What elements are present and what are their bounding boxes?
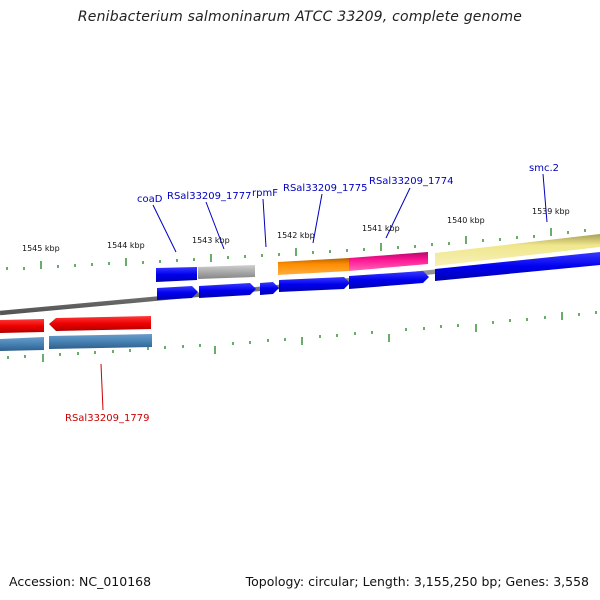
tick-label-1540: 1540 kbp	[447, 216, 485, 225]
leader-rpmF	[262, 198, 267, 248]
forward-gene-labels: coaD RSal33209_1777 rpmF RSal33209_1775 …	[137, 163, 559, 205]
leader-RSal33209_1777	[205, 201, 225, 250]
tick-label-1542: 1542 kbp	[277, 231, 315, 240]
cds-RSal33209_1775[interactable]	[279, 277, 350, 292]
map-title: Renibacterium salmoninarum ATCC 33209, c…	[77, 9, 523, 25]
gene-label-RSal33209_1777[interactable]: RSal33209_1777	[167, 191, 251, 202]
tick-labels: 1545 kbp 1544 kbp 1543 kbp 1542 kbp 1541…	[22, 207, 570, 253]
tick-label-1544: 1544 kbp	[107, 241, 145, 250]
feature-RSal33209_1774-pink[interactable]	[349, 252, 428, 271]
gene-label-coaD[interactable]: coaD	[137, 194, 163, 205]
genome-summary-text: Topology: circular; Length: 3,155,250 bp…	[245, 574, 589, 589]
leader-smc2	[542, 173, 548, 223]
tick-label-1539: 1539 kbp	[532, 207, 570, 216]
gene-label-smc2[interactable]: smc.2	[529, 163, 559, 174]
feature-RSal33209_1779-red[interactable]	[49, 316, 151, 331]
cds-RSal33209_1777[interactable]	[199, 283, 256, 298]
feature-RSal33209_1775-orange[interactable]	[278, 258, 349, 275]
tick-label-1545: 1545 kbp	[22, 244, 60, 253]
cds-rpmF[interactable]	[260, 282, 279, 295]
leader-RSal33209_1779	[100, 363, 104, 411]
cds-RSal33209_1774[interactable]	[349, 271, 429, 289]
leader-RSal33209_1774	[385, 187, 411, 239]
gene-label-RSal33209_1774[interactable]: RSal33209_1774	[369, 176, 453, 187]
feature-smc2-khaki[interactable]	[435, 234, 600, 266]
accession-text: Accession: NC_010168	[9, 574, 152, 589]
leader-coaD	[152, 204, 177, 253]
gene-label-rpmF[interactable]: rpmF	[252, 188, 278, 199]
forward-feature-row	[156, 234, 600, 282]
feature-coaD[interactable]	[156, 267, 197, 282]
tick-label-1541: 1541 kbp	[362, 224, 400, 233]
forward-label-leaders	[152, 173, 548, 253]
tick-label-1543: 1543 kbp	[192, 236, 230, 245]
forward-cds-row	[157, 252, 600, 300]
gene-label-RSal33209_1779[interactable]: RSal33209_1779	[65, 413, 149, 424]
cds-RSal33209_1779[interactable]	[49, 334, 152, 349]
gene-label-RSal33209_1775[interactable]: RSal33209_1775	[283, 183, 367, 194]
feature-reverse-red-left[interactable]	[0, 319, 44, 333]
inner-tick-marks	[7, 311, 597, 362]
cds-coaD[interactable]	[157, 286, 198, 300]
outer-tick-marks	[6, 228, 586, 270]
feature-RSal33209_1777-pseudo[interactable]	[198, 265, 255, 279]
cds-smc2[interactable]	[435, 252, 600, 281]
leader-RSal33209_1775	[312, 193, 323, 244]
reverse-cds-row	[0, 334, 152, 351]
reverse-feature-row	[0, 316, 151, 333]
cds-reverse-left[interactable]	[0, 337, 44, 351]
